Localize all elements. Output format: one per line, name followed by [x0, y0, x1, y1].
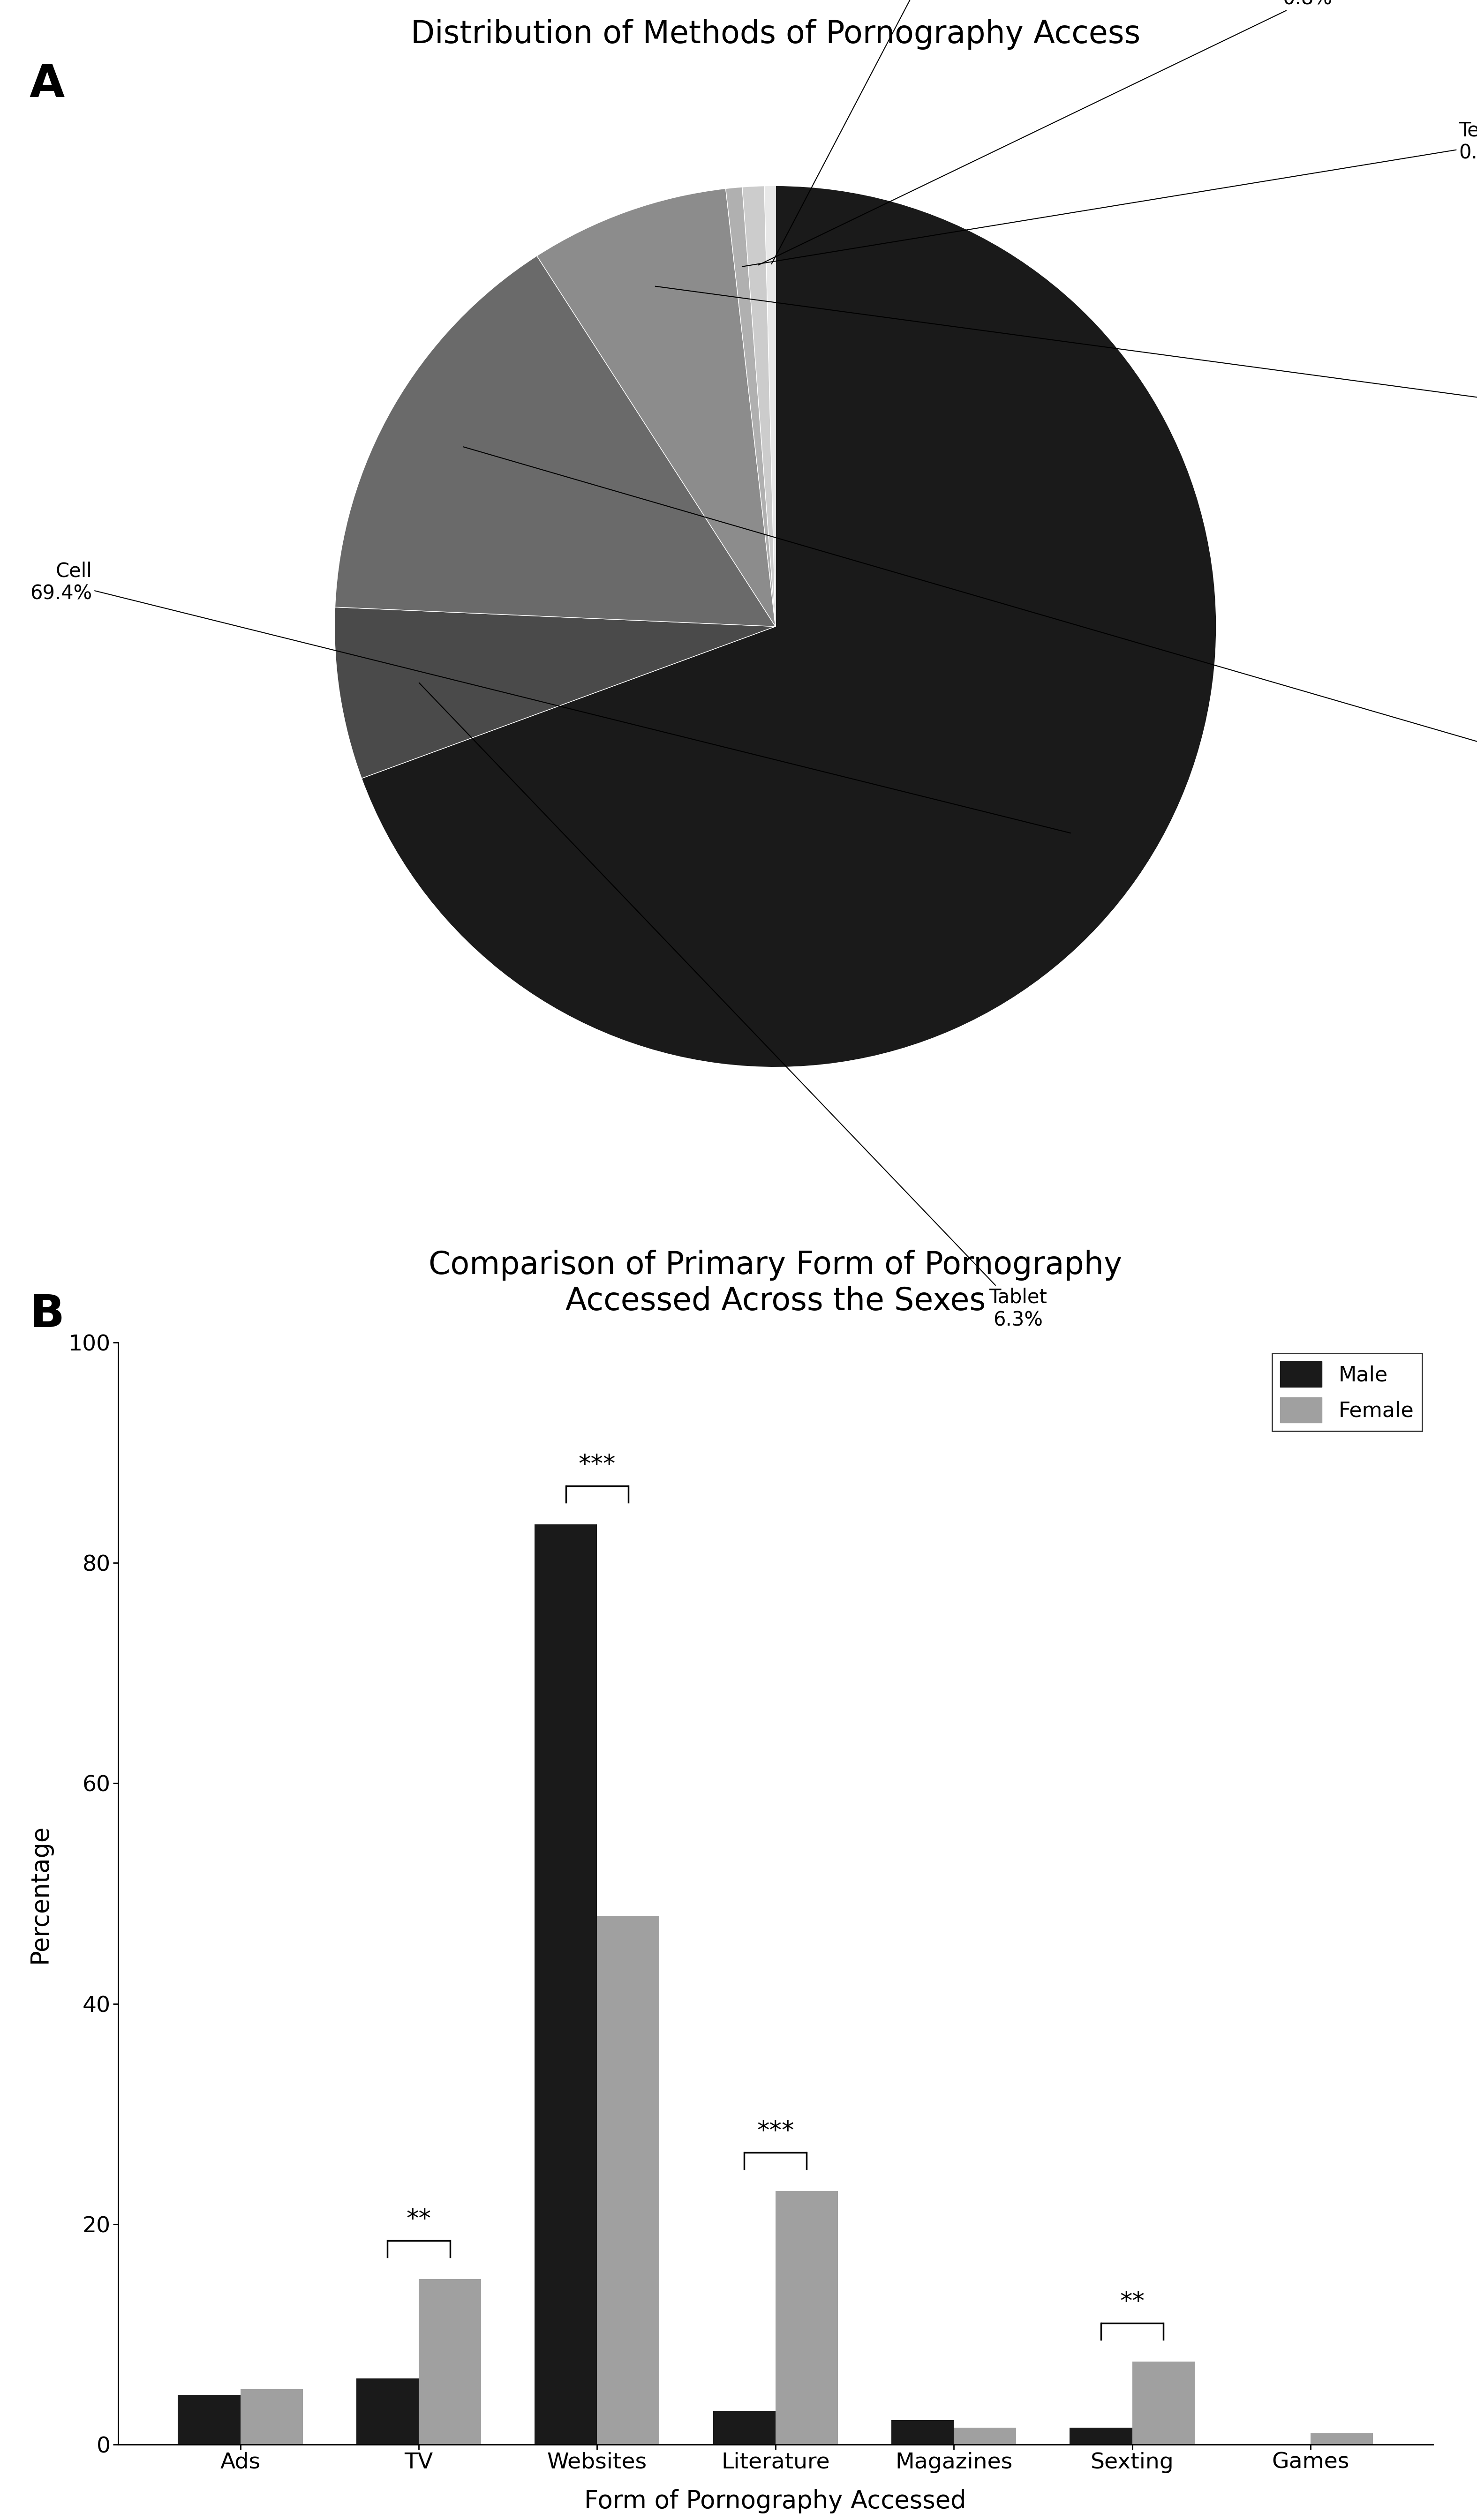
Bar [1069, 2427, 1133, 2444]
Text: Desktop
7.3%: Desktop 7.3% [656, 287, 1477, 428]
Wedge shape [335, 257, 775, 627]
Text: **: ** [406, 2208, 431, 2233]
Bar [597, 1915, 660, 2444]
Wedge shape [362, 186, 1216, 1066]
Wedge shape [743, 186, 775, 627]
X-axis label: Form of Pornography Accessed: Form of Pornography Accessed [585, 2490, 966, 2512]
Bar [535, 1525, 597, 2444]
Text: Cell
69.4%: Cell 69.4% [30, 562, 1071, 834]
Text: ***: *** [756, 2119, 795, 2145]
Text: Television
0.6%: Television 0.6% [743, 121, 1477, 267]
Bar [1310, 2434, 1374, 2444]
Bar [954, 2427, 1016, 2444]
Bar [775, 2190, 837, 2444]
Text: Laptop
15.2%: Laptop 15.2% [464, 446, 1477, 779]
Bar [356, 2379, 418, 2444]
Title: Distribution of Methods of Pornography Access: Distribution of Methods of Pornography A… [411, 18, 1140, 50]
Bar [241, 2389, 303, 2444]
Text: B: B [30, 1293, 65, 1336]
Bar [713, 2412, 775, 2444]
Wedge shape [764, 186, 775, 627]
Legend: Male, Female: Male, Female [1272, 1353, 1422, 1431]
Text: ***: *** [579, 1452, 616, 1477]
Bar [891, 2419, 954, 2444]
Title: Comparison of Primary Form of Pornography
Accessed Across the Sexes: Comparison of Primary Form of Pornograph… [428, 1250, 1123, 1315]
Text: **: ** [1120, 2291, 1145, 2313]
Wedge shape [536, 189, 775, 627]
Bar [177, 2394, 241, 2444]
Bar [1133, 2361, 1195, 2444]
Wedge shape [725, 186, 775, 627]
Bar [418, 2278, 482, 2444]
Text: Tablet
6.3%: Tablet 6.3% [419, 683, 1047, 1331]
Y-axis label: Percentage: Percentage [28, 1824, 52, 1963]
Text: Magazines
0.8%: Magazines 0.8% [758, 0, 1385, 265]
Wedge shape [335, 607, 775, 779]
Text: Books
0.4%: Books 0.4% [771, 0, 1003, 265]
Text: A: A [30, 63, 65, 106]
